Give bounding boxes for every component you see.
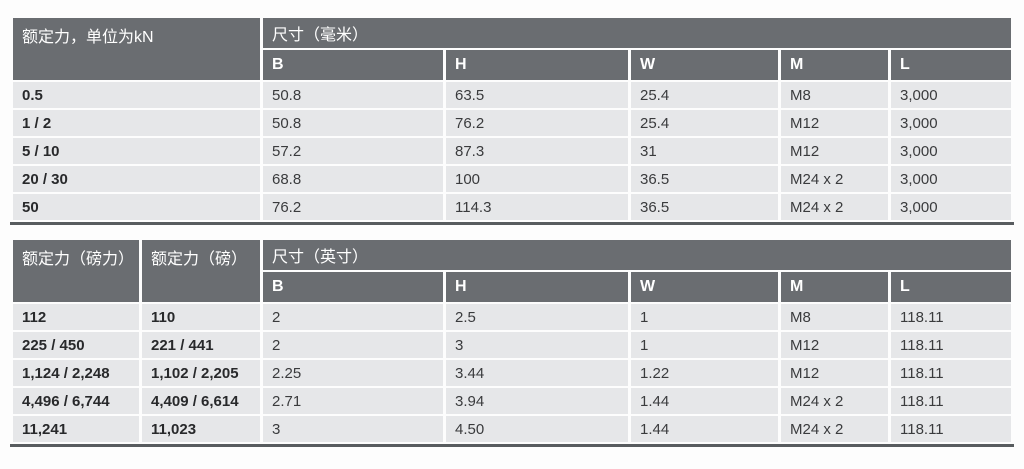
table-row: 20 / 30 68.8 100 36.5 M24 x 2 3,000 bbox=[13, 166, 1012, 192]
dim-h-cell: 87.3 bbox=[446, 138, 628, 164]
dim-h-cell: 63.5 bbox=[446, 82, 628, 108]
dim-w-cell: 1.44 bbox=[631, 416, 778, 442]
dim-b-cell: 57.2 bbox=[263, 138, 443, 164]
dim-w-cell: 36.5 bbox=[631, 194, 778, 220]
rated-force-kn-header: 额定力，单位为kN bbox=[13, 18, 260, 80]
dim-w-cell: 25.4 bbox=[631, 82, 778, 108]
length-l-cell: 3,000 bbox=[891, 138, 1012, 164]
dim-b-cell: 2.71 bbox=[263, 388, 443, 414]
imperial-table-body: 112 110 2 2.5 1 M8 118.11 225 / 450 221 / 441 2 3 1… bbox=[13, 304, 1012, 442]
rated-force-lbf-header: 额定力（磅力） bbox=[13, 240, 139, 302]
column-header-b: B bbox=[263, 272, 443, 302]
dim-b-cell: 50.8 bbox=[263, 82, 443, 108]
column-header-m: M bbox=[781, 272, 888, 302]
rated-force-cell: 1 / 2 bbox=[13, 110, 260, 136]
dim-h-cell: 100 bbox=[446, 166, 628, 192]
rated-force-lb-cell: 221 / 441 bbox=[142, 332, 260, 358]
dim-b-cell: 50.8 bbox=[263, 110, 443, 136]
rated-force-lbf-cell: 112 bbox=[13, 304, 139, 330]
rated-force-lb-cell: 110 bbox=[142, 304, 260, 330]
rated-force-cell: 0.5 bbox=[13, 82, 260, 108]
thread-m-cell: M24 x 2 bbox=[781, 388, 888, 414]
dim-b-cell: 3 bbox=[263, 416, 443, 442]
thread-m-cell: M8 bbox=[781, 304, 888, 330]
dim-h-cell: 114.3 bbox=[446, 194, 628, 220]
thread-m-cell: M24 x 2 bbox=[781, 166, 888, 192]
dim-w-cell: 31 bbox=[631, 138, 778, 164]
rated-force-lbf-cell: 225 / 450 bbox=[13, 332, 139, 358]
thread-m-cell: M12 bbox=[781, 138, 888, 164]
dim-w-cell: 36.5 bbox=[631, 166, 778, 192]
thread-m-cell: M8 bbox=[781, 82, 888, 108]
table-row: 4,496 / 6,744 4,409 / 6,614 2.71 3.94 1.44 M2… bbox=[13, 388, 1012, 414]
thread-m-cell: M24 x 2 bbox=[781, 194, 888, 220]
length-l-cell: 3,000 bbox=[891, 82, 1012, 108]
dim-w-cell: 1 bbox=[631, 304, 778, 330]
column-header-h: H bbox=[446, 50, 628, 80]
column-header-h: H bbox=[446, 272, 628, 302]
rated-force-lbf-cell: 11,241 bbox=[13, 416, 139, 442]
thread-m-cell: M12 bbox=[781, 360, 888, 386]
dim-b-cell: 68.8 bbox=[263, 166, 443, 192]
column-header-w: W bbox=[631, 50, 778, 80]
rated-force-cell: 50 bbox=[13, 194, 260, 220]
column-header-m: M bbox=[781, 50, 888, 80]
dim-h-cell: 3 bbox=[446, 332, 628, 358]
rated-force-lb-cell: 4,409 / 6,614 bbox=[142, 388, 260, 414]
metric-table-header: 额定力，单位为kN 尺寸（毫米） B H W M L bbox=[13, 18, 1012, 80]
rated-force-lb-cell: 1,102 / 2,205 bbox=[142, 360, 260, 386]
dim-w-cell: 25.4 bbox=[631, 110, 778, 136]
column-header-l: L bbox=[891, 272, 1012, 302]
length-l-cell: 118.11 bbox=[891, 388, 1012, 414]
imperial-table-header: 额定力（磅力） 额定力（磅） 尺寸（英寸） B H W M L bbox=[13, 240, 1012, 302]
dimensions-mm-header: 尺寸（毫米） bbox=[263, 18, 1012, 48]
dim-h-cell: 76.2 bbox=[446, 110, 628, 136]
column-header-l: L bbox=[891, 50, 1012, 80]
dim-b-cell: 76.2 bbox=[263, 194, 443, 220]
length-l-cell: 3,000 bbox=[891, 194, 1012, 220]
dim-h-cell: 3.94 bbox=[446, 388, 628, 414]
dim-h-cell: 4.50 bbox=[446, 416, 628, 442]
datasheet-page: 额定力，单位为kN 尺寸（毫米） B H W M L 0.5 50.8 63.5 25… bbox=[10, 16, 1015, 447]
thread-m-cell: M12 bbox=[781, 332, 888, 358]
thread-m-cell: M24 x 2 bbox=[781, 416, 888, 442]
length-l-cell: 118.11 bbox=[891, 360, 1012, 386]
table-row: 225 / 450 221 / 441 2 3 1 M12 118.11 bbox=[13, 332, 1012, 358]
dimensions-in-header: 尺寸（英寸） bbox=[263, 240, 1012, 270]
table-row: 1 / 2 50.8 76.2 25.4 M12 3,000 bbox=[13, 110, 1012, 136]
column-header-w: W bbox=[631, 272, 778, 302]
table-row: 50 76.2 114.3 36.5 M24 x 2 3,000 bbox=[13, 194, 1012, 220]
column-header-b: B bbox=[263, 50, 443, 80]
rated-force-lbf-cell: 1,124 / 2,248 bbox=[13, 360, 139, 386]
table-row: 0.5 50.8 63.5 25.4 M8 3,000 bbox=[13, 82, 1012, 108]
rated-force-lb-header: 额定力（磅） bbox=[142, 240, 260, 302]
dim-b-cell: 2.25 bbox=[263, 360, 443, 386]
dim-w-cell: 1.44 bbox=[631, 388, 778, 414]
table-row: 11,241 11,023 3 4.50 1.44 M24 x 2 118.11 bbox=[13, 416, 1012, 442]
rated-force-cell: 5 / 10 bbox=[13, 138, 260, 164]
dim-h-cell: 3.44 bbox=[446, 360, 628, 386]
length-l-cell: 118.11 bbox=[891, 304, 1012, 330]
imperial-dimensions-table: 额定力（磅力） 额定力（磅） 尺寸（英寸） B H W M L 112 110 2 2… bbox=[10, 238, 1015, 447]
length-l-cell: 3,000 bbox=[891, 110, 1012, 136]
table-row: 1,124 / 2,248 1,102 / 2,205 2.25 3.44 1.22 M1… bbox=[13, 360, 1012, 386]
dim-b-cell: 2 bbox=[263, 332, 443, 358]
dim-w-cell: 1 bbox=[631, 332, 778, 358]
rated-force-cell: 20 / 30 bbox=[13, 166, 260, 192]
rated-force-lbf-cell: 4,496 / 6,744 bbox=[13, 388, 139, 414]
length-l-cell: 118.11 bbox=[891, 416, 1012, 442]
thread-m-cell: M12 bbox=[781, 110, 888, 136]
dim-h-cell: 2.5 bbox=[446, 304, 628, 330]
metric-table-body: 0.5 50.8 63.5 25.4 M8 3,000 1 / 2 50.8 76.2 25.4 M… bbox=[13, 82, 1012, 220]
table-row: 112 110 2 2.5 1 M8 118.11 bbox=[13, 304, 1012, 330]
dim-w-cell: 1.22 bbox=[631, 360, 778, 386]
table-row: 5 / 10 57.2 87.3 31 M12 3,000 bbox=[13, 138, 1012, 164]
length-l-cell: 118.11 bbox=[891, 332, 1012, 358]
dim-b-cell: 2 bbox=[263, 304, 443, 330]
length-l-cell: 3,000 bbox=[891, 166, 1012, 192]
rated-force-lb-cell: 11,023 bbox=[142, 416, 260, 442]
metric-dimensions-table: 额定力，单位为kN 尺寸（毫米） B H W M L 0.5 50.8 63.5 25… bbox=[10, 16, 1015, 225]
